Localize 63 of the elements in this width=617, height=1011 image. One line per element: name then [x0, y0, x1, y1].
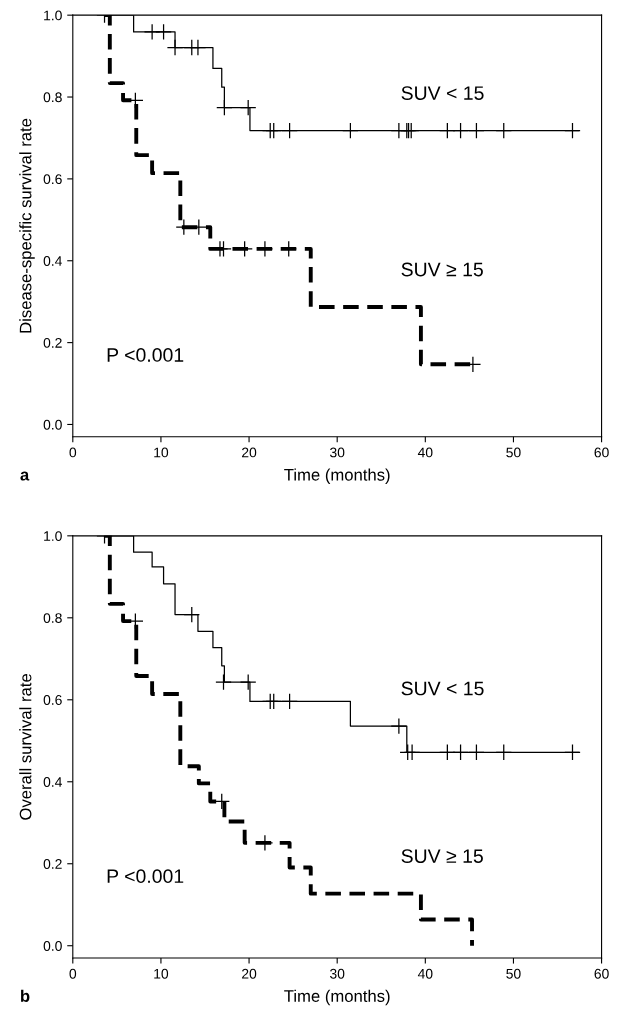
y-tick-label: 0.2 [43, 859, 62, 869]
point [468, 743, 485, 761]
series-label: SUV < 15 [401, 86, 484, 100]
x-tick-label: 30 [330, 447, 345, 458]
x-tick-label: 20 [242, 968, 257, 979]
point [495, 743, 513, 761]
point [155, 23, 172, 41]
x-tick-label: 60 [594, 968, 609, 979]
point [281, 122, 298, 139]
point [239, 99, 257, 116]
point [452, 743, 469, 761]
point [495, 122, 513, 139]
y-tick-label: 0.6 [43, 695, 62, 705]
y-tick-label: 0.0 [43, 941, 62, 951]
y-tick-label: 0.8 [43, 92, 62, 103]
point [439, 122, 456, 139]
x-tick-label: 20 [242, 447, 257, 458]
point [166, 39, 184, 56]
point [439, 743, 456, 761]
y-axis-title: Disease-specific survival rate [19, 118, 35, 333]
text: b [21, 989, 30, 1002]
annotation: P <0.001 [107, 348, 184, 362]
x-tick-label: 40 [417, 447, 433, 458]
series-label: SUV ≥ 15 [401, 262, 483, 277]
point [265, 122, 283, 139]
y-tick-label: 0.4 [43, 777, 62, 787]
point [342, 122, 359, 139]
series-label: SUV ≥ 15 [401, 849, 483, 863]
y-axis-title: Overall survival rate [19, 674, 32, 820]
series-label: SUV < 15 [401, 681, 484, 696]
y-tick-label: 0.0 [43, 419, 62, 430]
x-tick-label: 50 [506, 968, 521, 979]
x-tick-label: 50 [506, 447, 521, 458]
x-tick-label: 0 [69, 968, 77, 979]
y-tick-label: 0.4 [43, 256, 62, 266]
x-tick-label: 30 [330, 968, 345, 979]
x-tick-label: 0 [69, 447, 77, 458]
y-tick-label: 0.2 [43, 337, 62, 348]
annotation: P <0.001 [107, 869, 184, 884]
x-tick-label: 10 [154, 968, 169, 979]
point [265, 693, 283, 710]
point [564, 122, 581, 139]
point [216, 99, 233, 116]
point [403, 743, 421, 761]
x-tick-label: 40 [417, 968, 433, 979]
text: a [20, 471, 30, 481]
point [215, 673, 232, 691]
point [183, 606, 201, 623]
y-tick-label: 1.0 [44, 531, 62, 541]
y-tick-label: 1.0 [44, 10, 62, 21]
point [239, 673, 257, 691]
x-tick-label: 10 [154, 447, 169, 458]
point [452, 122, 469, 139]
point [390, 717, 408, 735]
point [189, 39, 207, 56]
point [564, 743, 581, 761]
point [468, 122, 485, 139]
point [281, 693, 298, 710]
x-axis-title: Time (months) [284, 989, 390, 1006]
x-tick-label: 60 [594, 447, 609, 458]
x-axis-title: Time (months) [284, 468, 390, 484]
y-tick-label: 0.6 [43, 174, 62, 185]
y-tick-label: 0.8 [43, 613, 62, 623]
